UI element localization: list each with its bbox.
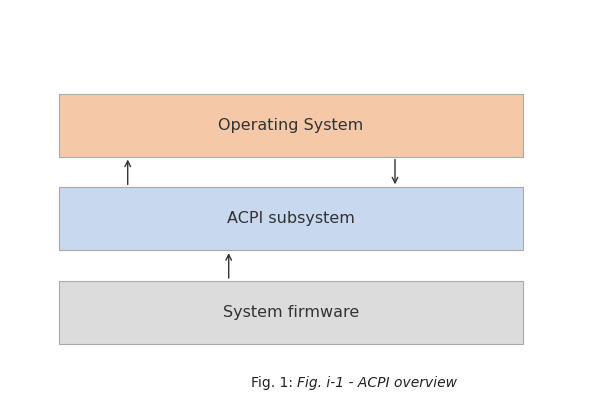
Text: System firmware: System firmware (223, 305, 359, 320)
FancyBboxPatch shape (59, 281, 523, 344)
Text: ACPI subsystem: ACPI subsystem (227, 211, 355, 226)
Text: Fig. 1:: Fig. 1: (251, 376, 297, 389)
FancyBboxPatch shape (59, 187, 523, 250)
Text: Operating System: Operating System (219, 118, 364, 133)
FancyBboxPatch shape (59, 94, 523, 157)
Text: Fig. i-1 - ACPI overview: Fig. i-1 - ACPI overview (297, 376, 457, 389)
